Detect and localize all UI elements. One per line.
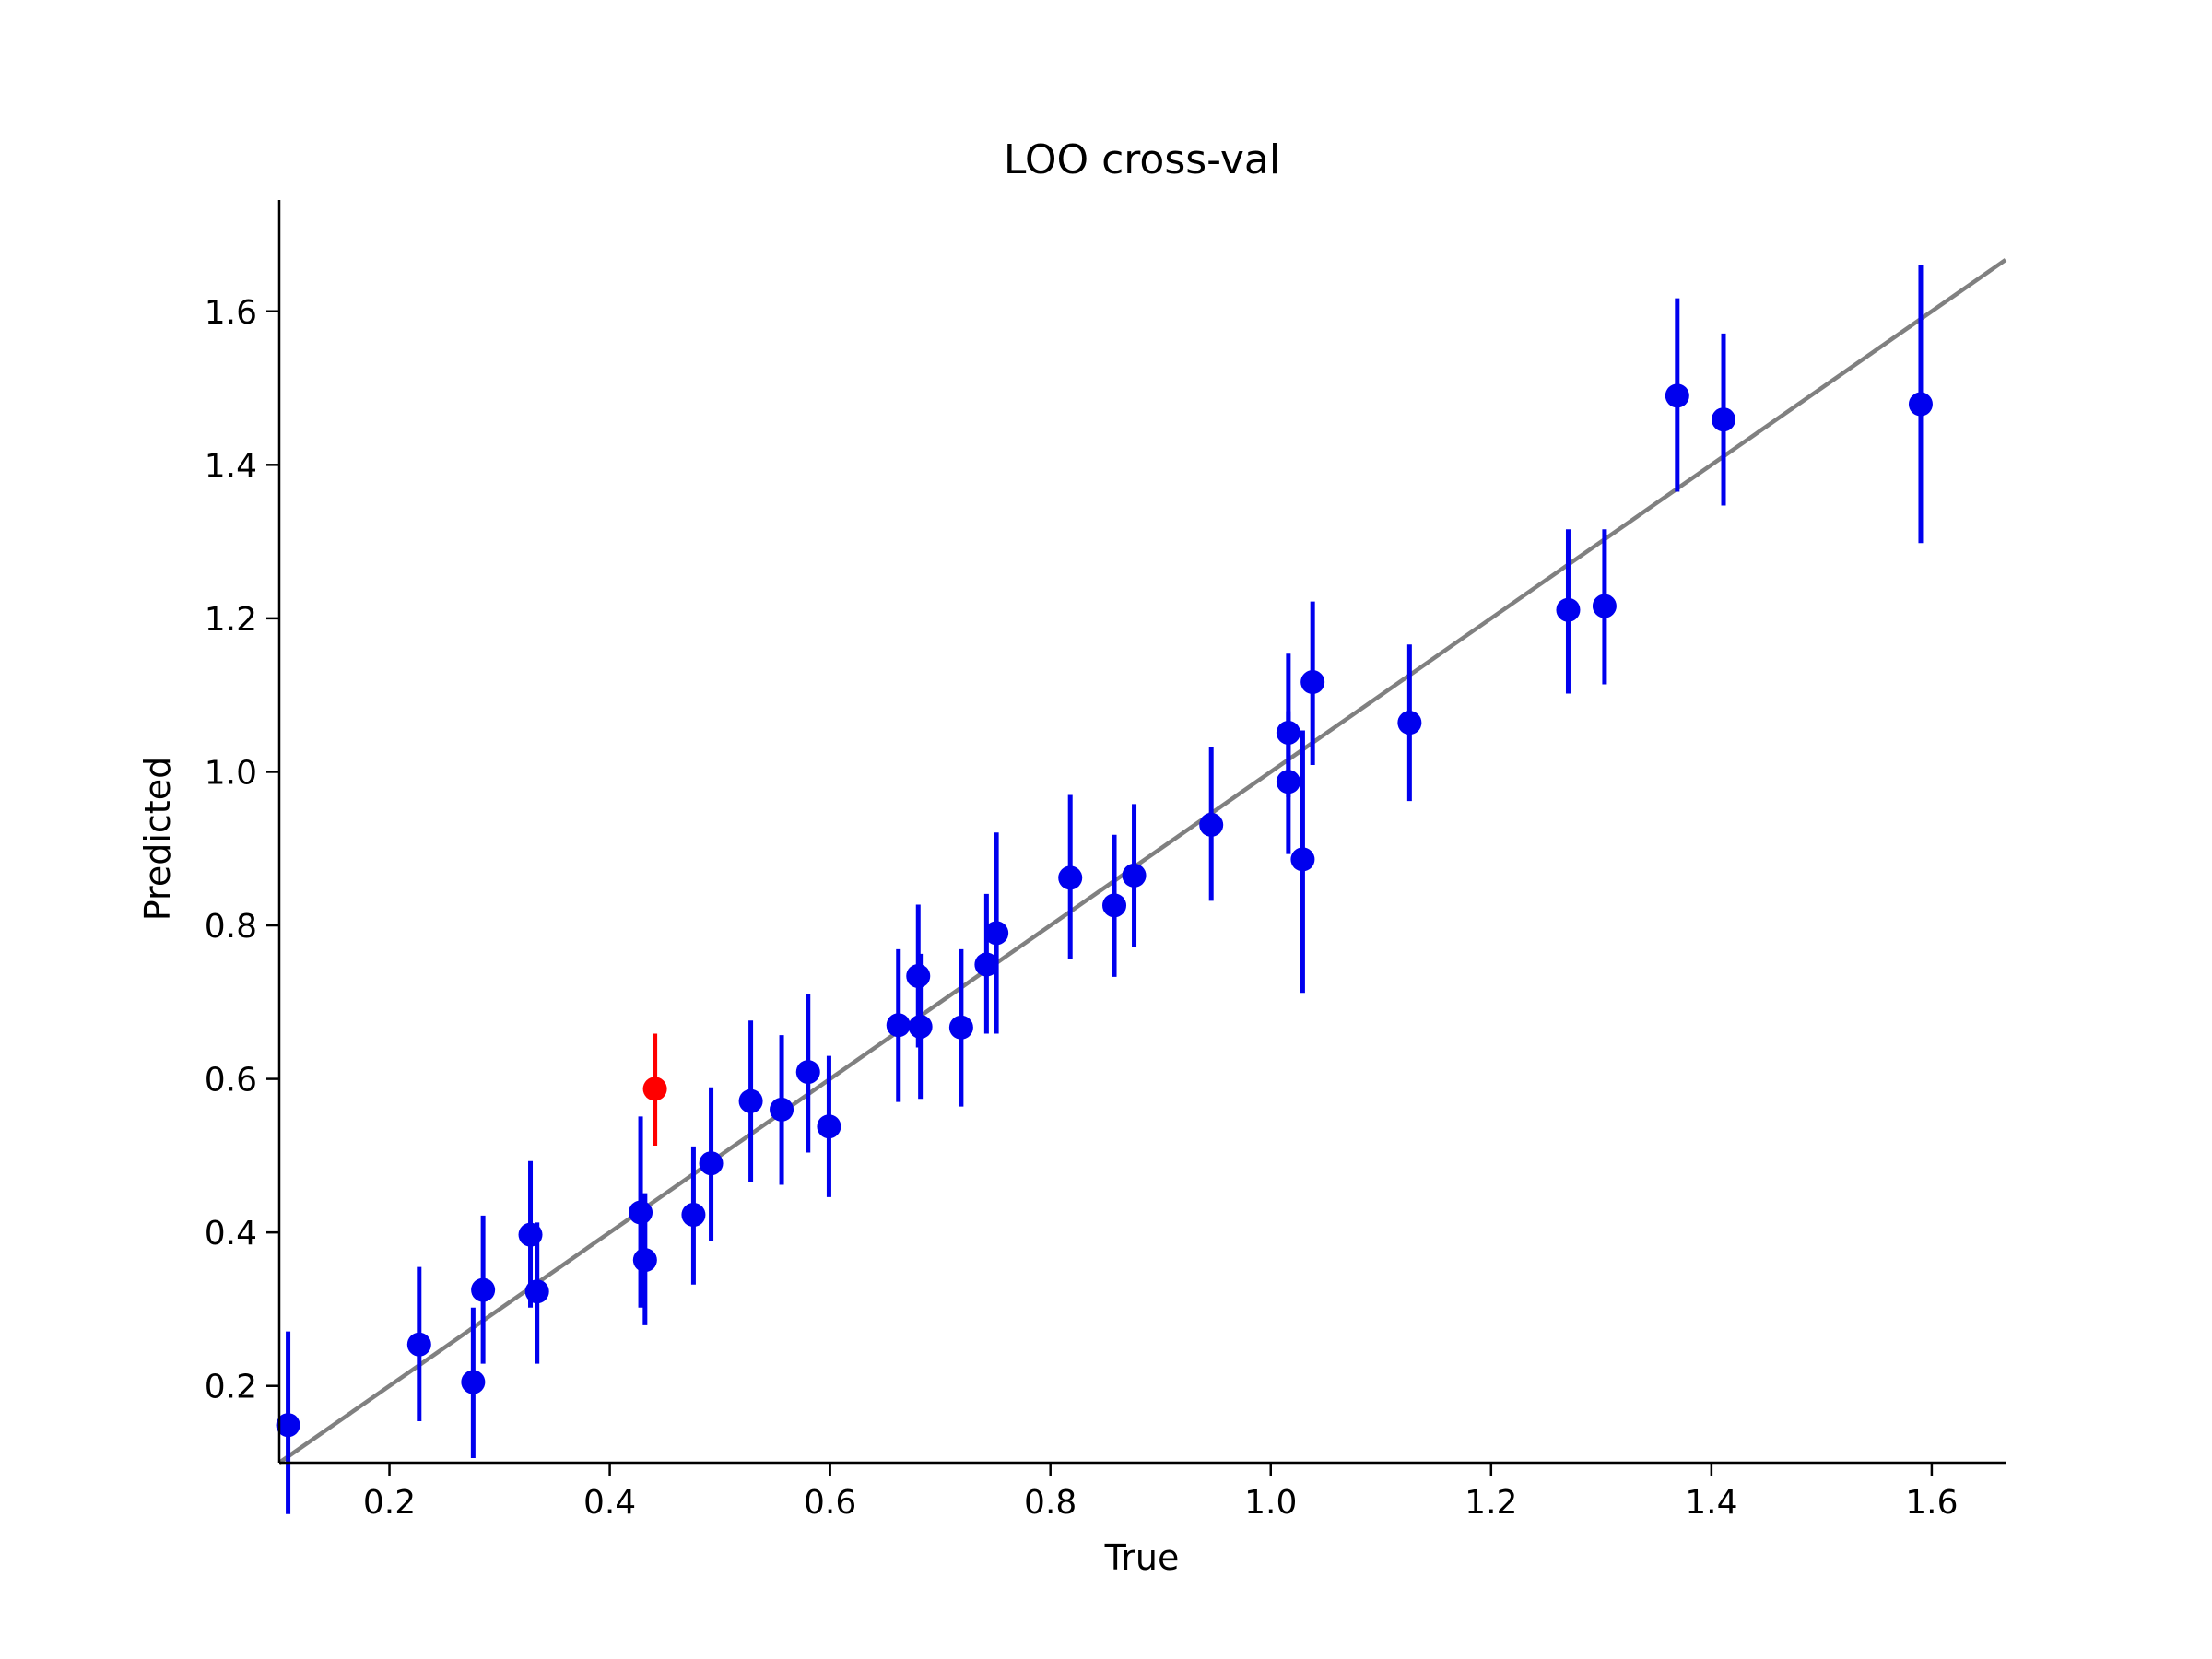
data-point (1908, 265, 1933, 544)
data-point (699, 1087, 724, 1241)
x-tick-label: 1.4 (1685, 1484, 1737, 1522)
point-marker (886, 1013, 911, 1038)
x-tick-label: 1.2 (1465, 1484, 1517, 1522)
x-tick-label: 0.6 (804, 1484, 856, 1522)
x-tick-label: 0.4 (583, 1484, 636, 1522)
data-point (795, 994, 820, 1153)
reference-line-layer (277, 258, 2007, 1465)
point-marker (1592, 594, 1617, 618)
data-point (738, 1020, 763, 1183)
point-marker (699, 1151, 724, 1176)
data-point (406, 1266, 431, 1422)
data-point (1397, 644, 1422, 802)
point-marker (817, 1114, 841, 1139)
point-marker (1665, 383, 1689, 408)
point-marker (471, 1277, 496, 1302)
y-tick-label: 1.4 (205, 447, 257, 485)
point-marker (681, 1202, 706, 1227)
data-points-layer (276, 265, 1933, 1514)
y-tick-label: 1.0 (205, 754, 257, 792)
data-point (524, 1222, 549, 1364)
point-marker (1397, 711, 1422, 735)
point-marker (642, 1077, 667, 1101)
x-tick-label: 1.6 (1905, 1484, 1958, 1522)
point-marker (629, 1200, 653, 1225)
data-point (908, 953, 933, 1100)
point-marker (1276, 770, 1300, 794)
chart-title: LOO cross-val (1004, 136, 1280, 183)
data-point (1122, 804, 1147, 947)
x-tick-label: 0.8 (1024, 1484, 1077, 1522)
data-point (632, 1193, 657, 1325)
data-point (461, 1307, 486, 1459)
point-marker (276, 1413, 300, 1438)
y-tick-label: 0.4 (205, 1215, 257, 1253)
point-marker (1300, 670, 1325, 695)
data-point (1556, 529, 1581, 694)
data-point (1592, 529, 1617, 685)
data-point (948, 948, 973, 1107)
point-marker (1908, 392, 1933, 417)
point-marker (1290, 847, 1315, 872)
point-marker (406, 1332, 431, 1357)
y-tick-label: 0.6 (205, 1062, 257, 1100)
point-marker (738, 1088, 763, 1113)
point-marker (908, 1014, 933, 1039)
data-point (471, 1215, 496, 1364)
data-point (770, 1035, 794, 1185)
data-point (1290, 730, 1315, 994)
point-marker (795, 1060, 820, 1085)
identity-reference-line (277, 258, 2007, 1465)
data-point (1712, 333, 1736, 506)
y-ticks-layer: 0.2 0.4 0.6 0.8 1.0 1.2 1.4 1.6 (205, 294, 279, 1406)
data-point (1276, 711, 1300, 854)
point-marker (974, 952, 999, 977)
data-point (886, 948, 911, 1102)
y-tick-label: 0.8 (205, 908, 257, 946)
x-ticks-layer: 0.2 0.4 0.6 0.8 1.0 1.2 1.4 1.6 (363, 1463, 1959, 1522)
data-point (681, 1146, 706, 1285)
y-axis-label: Predicted (137, 757, 178, 921)
point-marker (524, 1279, 549, 1304)
data-point (1102, 834, 1127, 977)
data-point (817, 1055, 841, 1197)
point-marker (984, 921, 1009, 946)
point-marker (1712, 407, 1736, 432)
x-tick-label: 1.0 (1244, 1484, 1297, 1522)
data-point (1199, 747, 1224, 901)
point-marker (1122, 863, 1147, 888)
data-point (974, 893, 999, 1034)
point-marker (948, 1015, 973, 1040)
y-tick-label: 1.6 (205, 294, 257, 332)
data-point (1058, 794, 1083, 959)
point-marker (1199, 812, 1224, 837)
x-tick-label: 0.2 (363, 1484, 416, 1522)
point-marker (770, 1097, 794, 1122)
data-point (276, 1331, 300, 1514)
point-marker (461, 1370, 486, 1394)
x-axis-label: True (1104, 1537, 1180, 1578)
data-point (984, 832, 1009, 1034)
data-point (1665, 298, 1689, 492)
data-point (1300, 601, 1325, 765)
data-point (629, 1116, 653, 1308)
point-marker (1058, 865, 1083, 890)
point-marker (1102, 893, 1127, 918)
highlighted-data-point (642, 1033, 667, 1147)
point-marker (632, 1248, 657, 1273)
y-tick-label: 0.2 (205, 1369, 257, 1406)
y-tick-label: 1.2 (205, 601, 257, 639)
point-marker (1556, 597, 1581, 622)
